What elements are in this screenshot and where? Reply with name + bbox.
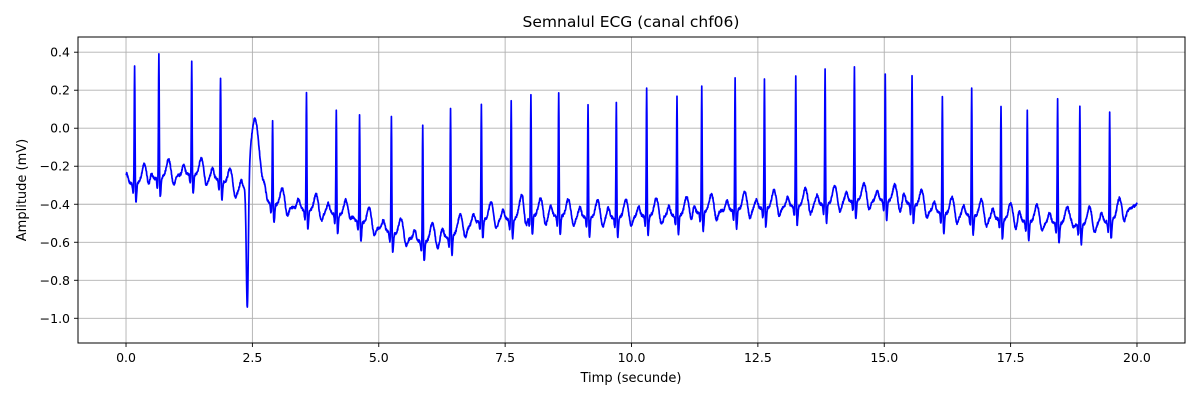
y-tick-label: 0.2 — [50, 83, 70, 98]
x-tick-label: 5.0 — [369, 350, 389, 365]
ecg-signal-line — [125, 53, 1138, 308]
y-tick-label: −0.6 — [40, 235, 70, 250]
x-tick-label: 12.5 — [744, 350, 772, 365]
x-tick-label: 0.0 — [116, 350, 136, 365]
y-tick-label: −0.8 — [40, 273, 70, 288]
x-tick-label: 7.5 — [495, 350, 515, 365]
x-tick-label: 17.5 — [997, 350, 1025, 365]
plot-area — [125, 53, 1138, 308]
y-axis-label: Amplitude (mV) — [15, 139, 30, 241]
x-axis: 0.0 2.5 5.0 7.5 10.0 12.5 15.0 17.5 20.0 — [116, 343, 1151, 365]
y-tick-label: −0.4 — [40, 197, 70, 212]
x-tick-label: 2.5 — [242, 350, 262, 365]
y-axis: −1.0 −0.8 −0.6 −0.4 −0.2 0.0 0.2 0.4 — [40, 45, 78, 326]
chart-title: Semnalul ECG (canal chf06) — [523, 13, 740, 31]
y-tick-label: 0.4 — [50, 45, 70, 60]
y-tick-label: 0.0 — [50, 121, 70, 136]
x-tick-label: 10.0 — [618, 350, 646, 365]
x-gridlines — [125, 37, 1138, 343]
x-axis-label: Timp (secunde) — [580, 371, 682, 386]
y-tick-label: −0.2 — [40, 159, 70, 174]
x-tick-label: 20.0 — [1123, 350, 1151, 365]
y-tick-label: −1.0 — [40, 311, 70, 326]
x-tick-label: 15.0 — [870, 350, 898, 365]
